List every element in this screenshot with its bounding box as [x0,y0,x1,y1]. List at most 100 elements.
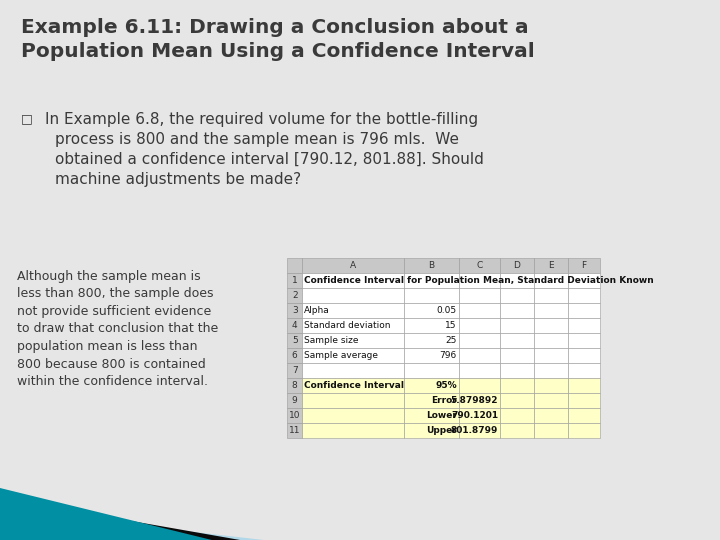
Bar [534,423,568,438]
Text: 790.1201: 790.1201 [451,411,498,420]
Bar [404,393,459,408]
Bar [459,288,500,303]
Bar [534,258,568,273]
Bar [459,273,500,288]
Text: 2: 2 [292,291,297,300]
Text: within the confidence interval.: within the confidence interval. [17,375,208,388]
Text: 7: 7 [292,366,297,375]
Bar [404,318,459,333]
Bar [459,348,500,363]
Bar [568,408,600,423]
Text: D: D [513,261,521,270]
Text: 4: 4 [292,321,297,330]
Text: Lower: Lower [426,411,456,420]
Text: 11: 11 [289,426,300,435]
Bar [534,393,568,408]
Bar [568,288,600,303]
Bar [534,333,568,348]
Bar [500,288,534,303]
Bar [500,333,534,348]
Bar [459,363,500,378]
Bar [287,288,302,303]
Bar [459,258,500,273]
Bar [287,318,302,333]
Bar [534,288,568,303]
Bar [302,303,404,318]
Bar [459,333,500,348]
Bar [287,378,302,393]
Text: less than 800, the sample does: less than 800, the sample does [17,287,213,300]
Text: Example 6.11: Drawing a Conclusion about a
Population Mean Using a Confidence In: Example 6.11: Drawing a Conclusion about… [21,18,534,61]
Polygon shape [0,488,212,540]
Bar [568,363,600,378]
Bar [302,258,404,273]
Bar [534,408,568,423]
Bar [302,393,404,408]
Text: 5.879892: 5.879892 [451,396,498,405]
Text: Error: Error [431,396,456,405]
Bar [302,423,404,438]
Bar [404,378,459,393]
Bar [302,318,404,333]
Text: 1: 1 [292,276,297,285]
Bar [404,303,459,318]
Bar [404,258,459,273]
Text: Upper: Upper [426,426,456,435]
Text: 9: 9 [292,396,297,405]
Text: 800 because 800 is contained: 800 because 800 is contained [17,357,206,370]
Bar [404,273,459,288]
Text: B: B [428,261,434,270]
Text: A: A [350,261,356,270]
Bar [404,423,459,438]
Bar [459,303,500,318]
Text: obtained a confidence interval [790.12, 801.88]. Should: obtained a confidence interval [790.12, … [55,152,484,167]
Text: Although the sample mean is: Although the sample mean is [17,270,201,283]
Bar [500,258,534,273]
Bar [500,318,534,333]
Bar [500,303,534,318]
Bar [534,318,568,333]
Bar [287,333,302,348]
Text: 95%: 95% [435,381,456,390]
Bar [459,393,500,408]
Text: 3: 3 [292,306,297,315]
Polygon shape [0,498,240,540]
Text: Alpha: Alpha [304,306,330,315]
Bar [287,348,302,363]
Polygon shape [0,510,264,540]
Text: population mean is less than: population mean is less than [17,340,197,353]
Bar [568,273,600,288]
Bar [500,423,534,438]
Text: C: C [476,261,482,270]
Bar [287,258,302,273]
Bar [302,288,404,303]
Bar [302,408,404,423]
Bar [534,348,568,363]
Text: Standard deviation: Standard deviation [304,321,391,330]
Bar [287,393,302,408]
Text: □: □ [21,112,32,125]
Bar [459,318,500,333]
Bar [287,273,302,288]
Bar [404,363,459,378]
Bar [534,363,568,378]
Bar [500,363,534,378]
Bar [287,423,302,438]
Bar [568,258,600,273]
Bar [459,408,500,423]
Text: 0.05: 0.05 [436,306,456,315]
Bar [404,408,459,423]
Text: E: E [548,261,554,270]
Bar [568,378,600,393]
Text: process is 800 and the sample mean is 796 mls.  We: process is 800 and the sample mean is 79… [55,132,459,147]
Text: In Example 6.8, the required volume for the bottle-filling: In Example 6.8, the required volume for … [45,112,478,127]
Text: 15: 15 [445,321,456,330]
Bar [568,348,600,363]
Bar [302,333,404,348]
Text: 10: 10 [289,411,300,420]
Bar [534,273,568,288]
Text: 8: 8 [292,381,297,390]
Bar [568,303,600,318]
Bar [302,363,404,378]
Bar [568,318,600,333]
